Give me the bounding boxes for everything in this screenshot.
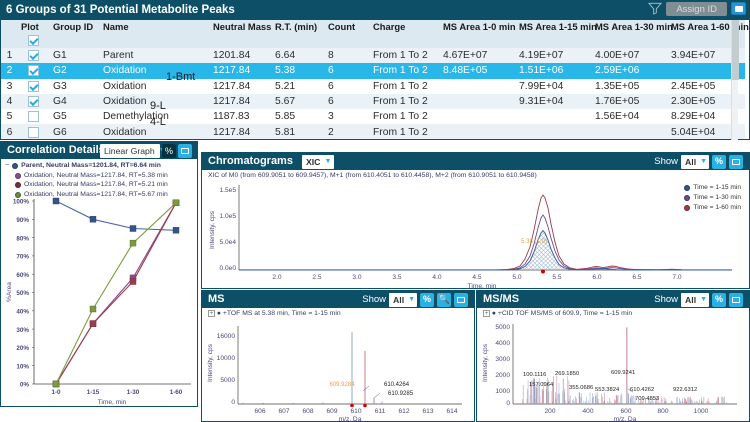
svg-text:0%: 0% <box>20 382 30 389</box>
svg-text:609: 609 <box>326 408 337 415</box>
svg-text:60%: 60% <box>16 272 29 279</box>
svg-text:5.0: 5.0 <box>512 274 521 281</box>
svg-text:1-15: 1-15 <box>87 389 100 396</box>
svg-text:100.1116: 100.1116 <box>523 372 546 378</box>
svg-text:1.0e5: 1.0e5 <box>219 213 236 220</box>
svg-text:709.4853: 709.4853 <box>635 396 659 402</box>
svg-text:553.3824: 553.3824 <box>595 387 620 393</box>
svg-text:3.5: 3.5 <box>392 274 401 281</box>
svg-text:608: 608 <box>302 408 313 415</box>
svg-text:6.0: 6.0 <box>592 274 601 281</box>
svg-text:50%: 50% <box>16 290 29 297</box>
svg-text:606: 606 <box>254 408 265 415</box>
svg-text:80%: 80% <box>16 235 29 242</box>
svg-text:7.0: 7.0 <box>672 274 681 281</box>
svg-text:5000: 5000 <box>220 377 235 384</box>
svg-text:70%: 70% <box>16 254 29 261</box>
svg-text:0: 0 <box>506 400 510 407</box>
svg-text:16000: 16000 <box>217 333 236 340</box>
svg-text:157.0964: 157.0964 <box>529 382 554 388</box>
svg-text:269.1850: 269.1850 <box>555 371 579 377</box>
svg-text:5000: 5000 <box>495 324 510 331</box>
svg-text:922.6312: 922.6312 <box>673 387 697 393</box>
svg-text:5.5: 5.5 <box>552 274 561 281</box>
svg-text:%Area: %Area <box>6 282 13 302</box>
svg-text:10000: 10000 <box>217 355 236 362</box>
svg-text:611: 611 <box>375 408 386 415</box>
svg-text:614: 614 <box>446 408 457 415</box>
svg-text:3000: 3000 <box>495 356 510 363</box>
svg-text:20%: 20% <box>16 345 29 352</box>
svg-text:4000: 4000 <box>495 340 510 347</box>
svg-text:200: 200 <box>544 408 555 415</box>
svg-text:610.4264: 610.4264 <box>384 382 410 388</box>
svg-text:40%: 40% <box>16 309 29 316</box>
svg-text:610: 610 <box>350 408 361 415</box>
svg-text:10%: 10% <box>16 363 29 370</box>
svg-text:Intensity, cps: Intensity, cps <box>207 343 214 382</box>
svg-text:800: 800 <box>657 408 668 415</box>
svg-text:6.5: 6.5 <box>632 274 641 281</box>
svg-text:1-60: 1-60 <box>170 389 183 396</box>
svg-text:613: 613 <box>422 408 433 415</box>
svg-text:2.0: 2.0 <box>272 274 281 281</box>
svg-text:2.5: 2.5 <box>312 274 321 281</box>
svg-text:4.0: 4.0 <box>432 274 441 281</box>
svg-text:612: 612 <box>398 408 409 415</box>
svg-text:100%: 100% <box>13 199 30 206</box>
svg-text:Time, min: Time, min <box>468 283 497 290</box>
svg-text:607: 607 <box>278 408 289 415</box>
svg-text:Intensity, cps: Intensity, cps <box>209 210 216 249</box>
svg-text:m/z, Da: m/z, Da <box>614 416 637 421</box>
svg-text:1000: 1000 <box>694 408 709 415</box>
svg-text:1-0: 1-0 <box>51 389 61 396</box>
svg-text:Intensity, cps: Intensity, cps <box>482 343 489 382</box>
svg-text:0: 0 <box>231 399 235 406</box>
svg-text:1000: 1000 <box>495 388 510 395</box>
svg-text:5.38 (1.0): 5.38 (1.0) <box>521 239 547 245</box>
svg-text:Time, min: Time, min <box>98 399 127 406</box>
svg-text:90%: 90% <box>16 217 29 224</box>
svg-text:610.4262: 610.4262 <box>630 387 654 393</box>
svg-text:2000: 2000 <box>495 372 510 379</box>
svg-text:609.9284: 609.9284 <box>329 382 355 388</box>
svg-text:5.0e4: 5.0e4 <box>219 239 236 246</box>
svg-text:400: 400 <box>582 408 593 415</box>
svg-text:355.0686: 355.0686 <box>569 385 593 391</box>
svg-text:4.5: 4.5 <box>472 274 481 281</box>
svg-text:609.9241: 609.9241 <box>611 370 635 376</box>
svg-text:0.0e0: 0.0e0 <box>219 265 236 272</box>
svg-text:600: 600 <box>620 408 631 415</box>
svg-text:1-30: 1-30 <box>127 389 140 396</box>
svg-text:1.5e5: 1.5e5 <box>219 187 236 194</box>
svg-text:30%: 30% <box>16 327 29 334</box>
svg-text:m/z, Da: m/z, Da <box>339 416 362 421</box>
svg-text:3.0: 3.0 <box>352 274 361 281</box>
svg-text:610.9285: 610.9285 <box>388 391 414 397</box>
